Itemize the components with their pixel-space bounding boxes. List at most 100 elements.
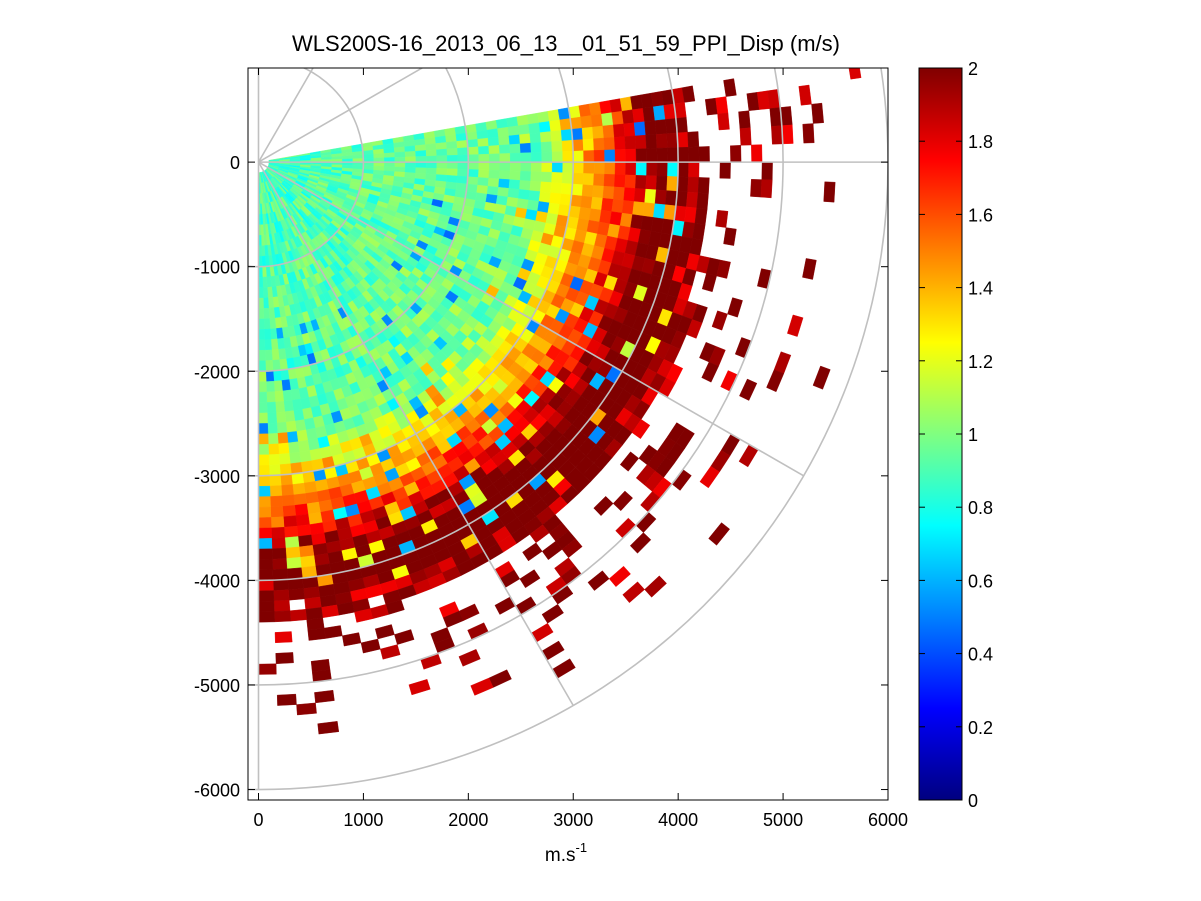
data-cell bbox=[294, 419, 307, 432]
data-cell bbox=[352, 154, 364, 160]
data-cell bbox=[278, 442, 290, 455]
data-cell bbox=[687, 176, 700, 194]
data-cell bbox=[258, 308, 265, 320]
data-cell bbox=[271, 537, 286, 550]
y-tick-label: -5000 bbox=[194, 676, 240, 696]
data-cell bbox=[603, 173, 616, 188]
colorbar-tick-label: 1 bbox=[968, 425, 978, 445]
data-cell bbox=[457, 161, 469, 170]
data-cell bbox=[581, 126, 594, 140]
data-cell bbox=[294, 503, 309, 516]
data-cell bbox=[273, 380, 283, 392]
data-cell bbox=[258, 496, 271, 508]
data-cell bbox=[317, 721, 340, 735]
y-tick-label: -3000 bbox=[194, 467, 240, 487]
data-cell bbox=[477, 177, 489, 187]
data-cell bbox=[688, 161, 700, 178]
data-cells bbox=[258, 68, 862, 735]
data-cell bbox=[268, 464, 281, 476]
data-cell bbox=[621, 109, 635, 125]
data-cell bbox=[633, 188, 646, 203]
data-cell bbox=[276, 421, 288, 434]
y-tick-label: 0 bbox=[230, 153, 240, 173]
data-cell bbox=[457, 168, 469, 177]
data-cell bbox=[738, 110, 751, 129]
data-cell bbox=[654, 189, 667, 205]
data-cell bbox=[578, 206, 592, 221]
chart-title: WLS200S-16_2013_06_13__01_51_59_PPI_Disp… bbox=[292, 31, 840, 56]
data-cell bbox=[435, 142, 448, 150]
data-cell bbox=[802, 258, 817, 280]
data-cell bbox=[282, 505, 297, 518]
data-cell bbox=[602, 185, 615, 200]
data-cell bbox=[499, 153, 511, 163]
data-cell bbox=[285, 420, 297, 433]
data-cell bbox=[405, 156, 417, 163]
data-cell bbox=[296, 524, 312, 537]
data-cell bbox=[530, 161, 543, 173]
data-cell bbox=[519, 180, 531, 191]
data-cell bbox=[717, 112, 730, 131]
data-cell bbox=[266, 401, 277, 414]
data-cell bbox=[698, 146, 710, 163]
data-cell bbox=[645, 134, 658, 149]
data-cell bbox=[271, 349, 280, 361]
data-cell bbox=[263, 307, 270, 320]
data-cell bbox=[541, 161, 553, 173]
data-cell bbox=[644, 575, 667, 598]
data-cell bbox=[528, 122, 541, 134]
data-cell bbox=[519, 170, 532, 182]
data-cell bbox=[288, 451, 302, 464]
data-cell bbox=[297, 439, 310, 453]
data-cell bbox=[551, 140, 563, 153]
data-cell bbox=[446, 168, 458, 177]
data-cell bbox=[701, 361, 719, 383]
data-cell bbox=[261, 245, 266, 257]
data-cell bbox=[655, 175, 668, 191]
data-cell bbox=[766, 369, 785, 393]
data-cell bbox=[572, 172, 584, 185]
data-cell bbox=[478, 153, 490, 163]
data-cell bbox=[701, 273, 717, 293]
data-cell bbox=[580, 195, 593, 209]
data-cell bbox=[380, 644, 401, 660]
data-cell bbox=[520, 152, 532, 163]
data-cell bbox=[271, 526, 286, 539]
data-cell bbox=[404, 166, 417, 174]
azimuth-spoke bbox=[257, 68, 314, 163]
data-cell bbox=[572, 139, 584, 152]
data-cell bbox=[283, 400, 294, 412]
data-cell bbox=[263, 297, 269, 309]
data-cell bbox=[258, 370, 267, 382]
data-cell bbox=[258, 381, 267, 393]
data-cell bbox=[264, 339, 272, 351]
data-cell bbox=[415, 156, 427, 163]
data-cell bbox=[267, 422, 278, 435]
data-cell bbox=[599, 100, 612, 115]
x-tick-label: 6000 bbox=[868, 810, 908, 830]
data-cell bbox=[299, 450, 312, 463]
data-cell bbox=[478, 145, 490, 155]
data-cell bbox=[258, 538, 273, 550]
data-cell bbox=[540, 171, 553, 183]
data-cell bbox=[275, 652, 294, 665]
data-cell bbox=[522, 542, 543, 562]
data-cell bbox=[614, 136, 626, 150]
data-cell bbox=[354, 608, 373, 623]
data-cell bbox=[290, 388, 301, 401]
data-cell bbox=[394, 151, 406, 158]
data-cell bbox=[625, 161, 637, 176]
data-cell bbox=[516, 114, 529, 126]
data-cell bbox=[730, 145, 742, 163]
data-cell bbox=[551, 161, 564, 173]
data-cell bbox=[486, 128, 499, 139]
data-cell bbox=[275, 401, 286, 413]
data-cell bbox=[304, 491, 319, 505]
data-cell bbox=[264, 328, 272, 341]
data-cell bbox=[583, 161, 595, 175]
data-cell bbox=[280, 484, 294, 497]
y-tick-label: -4000 bbox=[194, 571, 240, 591]
data-cell bbox=[272, 369, 282, 382]
data-cell bbox=[258, 611, 275, 623]
data-cell bbox=[262, 287, 269, 299]
